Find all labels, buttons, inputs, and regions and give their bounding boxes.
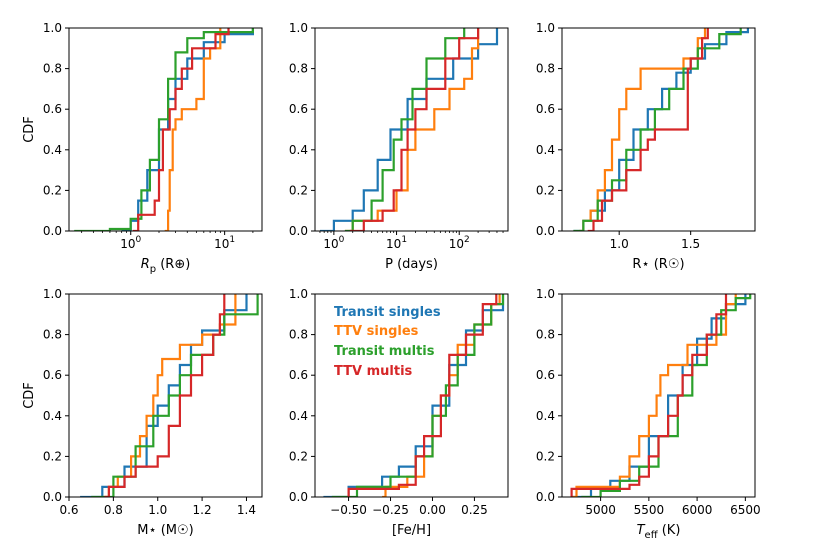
x-axis-label: P (days) xyxy=(385,257,438,272)
y-axis-label: CDF xyxy=(22,382,37,409)
y-tick-label: 0.2 xyxy=(289,449,308,463)
series-line-transit-multis xyxy=(331,294,505,497)
y-tick-label: 0.6 xyxy=(536,102,555,116)
legend-entry-1: TTV singles xyxy=(334,324,419,339)
x-axis-label: Rp (R⊕) xyxy=(141,257,191,275)
legend-entry-0: Transit singles xyxy=(334,305,441,320)
legend: Transit singles TTV singles Transit mult… xyxy=(334,305,441,379)
x-tick-label: 6000 xyxy=(682,503,713,517)
y-tick-label: 0.6 xyxy=(289,102,308,116)
plot-frame xyxy=(68,27,263,232)
y-tick-label: 1.0 xyxy=(536,21,555,35)
panel-2: 0.0 0.2 0.4 0.6 0.8 1.0 1.0 1.5 R⋆ (R☉) xyxy=(536,21,756,272)
plot-frame xyxy=(314,293,509,498)
x-tick-label: 0.25 xyxy=(461,503,488,517)
y-tick-label: 0.6 xyxy=(43,102,62,116)
x-tick-label: 100 xyxy=(323,235,344,251)
y-tick-label: 0.6 xyxy=(43,368,62,382)
x-tick-label: 5500 xyxy=(634,503,665,517)
y-tick-label: 0.8 xyxy=(289,62,308,76)
x-tick-label: 102 xyxy=(449,235,470,251)
panel-3: 0.0 0.2 0.4 0.6 0.8 1.0 0.6 0.8 1.0 1.2 1.4 M⋆ (M☉)… xyxy=(22,287,263,538)
y-tick-label: 0.2 xyxy=(43,449,62,463)
y-tick-label: 0.8 xyxy=(43,328,62,342)
series-line-ttv-multis xyxy=(570,294,728,497)
legend-entry-2: Transit multis xyxy=(334,344,435,359)
y-tick-label: 0.8 xyxy=(289,328,308,342)
series-line-transit-multis xyxy=(74,28,254,231)
y-tick-label: 0.0 xyxy=(43,224,62,238)
y-tick-label: 1.0 xyxy=(536,287,555,301)
y-tick-label: 1.0 xyxy=(43,21,62,35)
y-tick-label: 0.4 xyxy=(536,143,555,157)
x-tick-label: −0.50 xyxy=(330,503,367,517)
y-tick-label: 1.0 xyxy=(289,21,308,35)
y-tick-label: 0.4 xyxy=(43,143,62,157)
panel-5: 0.0 0.2 0.4 0.6 0.8 1.0 5000 5500 6000 6500 Teff (… xyxy=(536,287,761,541)
series-line-ttv-multis xyxy=(347,294,498,497)
x-tick-label: 0.6 xyxy=(59,503,78,517)
x-axis-label: R⋆ (R☉) xyxy=(632,257,684,272)
panel-4: 0.0 0.2 0.4 0.6 0.8 1.0 −0.50 −0.25 0.00 0.25 [Fe/… xyxy=(289,287,509,538)
x-axis-label: M⋆ (M☉) xyxy=(137,523,194,538)
plot-frame xyxy=(68,293,263,498)
x-axis-label: [Fe/H] xyxy=(392,523,431,538)
y-tick-label: 0.0 xyxy=(289,490,308,504)
series-line-ttv-singles xyxy=(164,28,222,231)
y-tick-label: 0.0 xyxy=(289,224,308,238)
y-tick-label: 0.4 xyxy=(43,409,62,423)
x-tick-label: 101 xyxy=(386,235,407,251)
x-tick-label: 1.2 xyxy=(193,503,212,517)
panel-0: 0.0 0.2 0.4 0.6 0.8 1.0 100 101 Rp (R⊕) CDF xyxy=(22,21,263,275)
legend-entry-3: TTV multis xyxy=(334,364,413,379)
y-tick-label: 1.0 xyxy=(43,287,62,301)
x-tick-label: 0.00 xyxy=(419,503,446,517)
y-tick-label: 0.0 xyxy=(536,490,555,504)
series-line-ttv-multis xyxy=(587,28,709,231)
y-tick-label: 0.4 xyxy=(536,409,555,423)
series-line-transit-multis xyxy=(581,294,752,497)
x-tick-label: 1.4 xyxy=(237,503,256,517)
x-tick-label: 6500 xyxy=(730,503,761,517)
x-tick-label: 1.0 xyxy=(148,503,167,517)
y-tick-label: 0.8 xyxy=(536,62,555,76)
y-tick-label: 0.4 xyxy=(289,143,308,157)
panels: 0.0 0.2 0.4 0.6 0.8 1.0 100 101 Rp (R⊕) CDF 0.0 0.2… xyxy=(22,21,761,541)
series-line-ttv-singles xyxy=(579,28,707,231)
series-line-transit-singles xyxy=(320,28,499,231)
panel-1: 0.0 0.2 0.4 0.6 0.8 1.0 100 101 102 P (days) xyxy=(289,21,509,272)
x-tick-label: 100 xyxy=(120,235,141,251)
y-tick-label: 0.6 xyxy=(289,368,308,382)
series-line-ttv-multis xyxy=(104,294,226,497)
plot-frame xyxy=(314,27,509,232)
y-tick-label: 0.6 xyxy=(536,368,555,382)
y-axis-label: CDF xyxy=(22,116,37,143)
y-tick-label: 0.0 xyxy=(536,224,555,238)
y-tick-label: 0.2 xyxy=(43,183,62,197)
x-tick-label: 5000 xyxy=(585,503,616,517)
x-axis-label: Teff (K) xyxy=(637,523,681,541)
x-tick-label: 1.5 xyxy=(681,237,700,251)
series-line-ttv-multis xyxy=(349,28,480,231)
plot-frame xyxy=(561,293,756,498)
y-tick-label: 0.2 xyxy=(536,183,555,197)
y-tick-label: 0.2 xyxy=(289,183,308,197)
plot-frame xyxy=(561,27,756,232)
x-tick-label: 1.0 xyxy=(610,237,629,251)
y-tick-label: 0.2 xyxy=(536,449,555,463)
y-tick-label: 0.0 xyxy=(43,490,62,504)
y-tick-label: 1.0 xyxy=(289,287,308,301)
x-tick-label: −0.25 xyxy=(372,503,409,517)
y-tick-label: 0.8 xyxy=(536,328,555,342)
x-tick-label: 0.8 xyxy=(104,503,123,517)
y-tick-label: 0.8 xyxy=(43,62,62,76)
x-tick-label: 101 xyxy=(214,235,235,251)
y-tick-label: 0.4 xyxy=(289,409,308,423)
series-line-ttv-multis xyxy=(132,28,230,231)
